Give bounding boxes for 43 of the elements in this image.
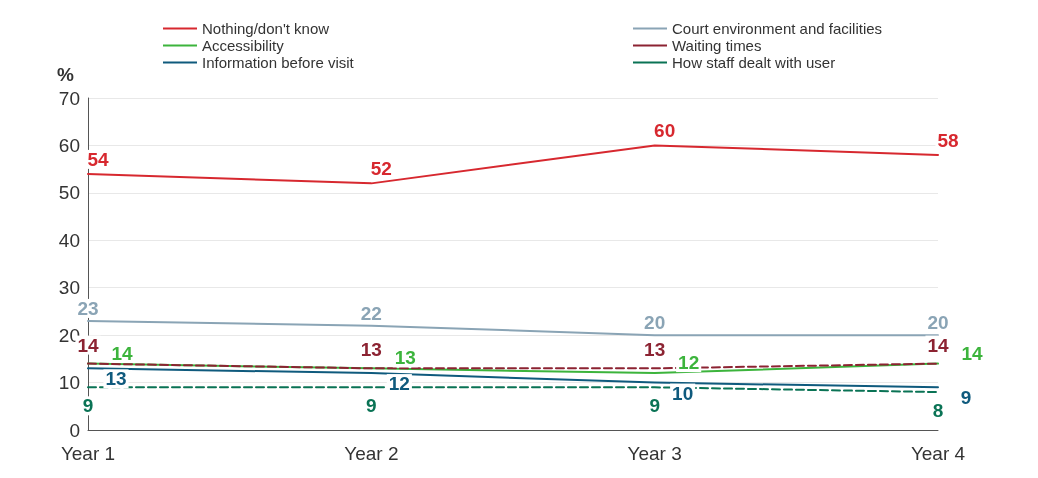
data-label: 54 (87, 148, 109, 170)
legend-label: Nothing/don't know (202, 20, 330, 37)
x-tick-label: Year 1 (60, 443, 116, 464)
data-label: 12 (388, 373, 410, 395)
data-label: 14 (927, 334, 949, 356)
data-label: 10 (672, 382, 694, 404)
legend-label: How staff dealt with user (672, 54, 836, 71)
x-tick-label: Year 3 (627, 443, 682, 464)
data-label: 14 (111, 342, 133, 364)
data-label: 13 (644, 339, 666, 361)
y-tick-label: 0 (69, 419, 80, 441)
data-label: 12 (678, 352, 700, 374)
data-label: 58 (937, 129, 959, 151)
data-label: 8 (932, 400, 944, 422)
legend-label: Accessibility (202, 37, 285, 54)
y-tick-label: 30 (58, 277, 80, 299)
data-label: 13 (105, 368, 127, 390)
data-label: 14 (961, 342, 983, 364)
y-axis-title: % (57, 64, 75, 85)
data-label: 52 (370, 158, 392, 180)
data-label: 60 (654, 120, 676, 142)
y-tick-label: 50 (58, 182, 80, 204)
data-label: 13 (360, 339, 382, 361)
data-label: 9 (960, 387, 972, 409)
y-tick-label: 10 (58, 372, 80, 394)
data-label: 22 (360, 302, 382, 324)
y-tick-label: 70 (58, 87, 80, 109)
legend-label: Court environment and facilities (672, 20, 883, 37)
x-tick-label: Year 2 (344, 443, 399, 464)
data-label: 20 (927, 312, 949, 334)
data-label: 23 (77, 297, 99, 319)
legend-label: Waiting times (672, 37, 762, 54)
data-label: 13 (394, 347, 416, 369)
data-label: 9 (366, 395, 377, 417)
data-label: 9 (649, 395, 660, 417)
data-label: 9 (82, 395, 94, 417)
y-tick-label: 60 (58, 134, 80, 156)
line-series (87, 367, 939, 389)
legend-label: Information before visit (202, 54, 355, 71)
y-tick-label: 40 (58, 229, 80, 251)
x-tick-label: Year 4 (910, 443, 966, 464)
line-series (87, 144, 939, 185)
data-label: 20 (644, 312, 666, 334)
